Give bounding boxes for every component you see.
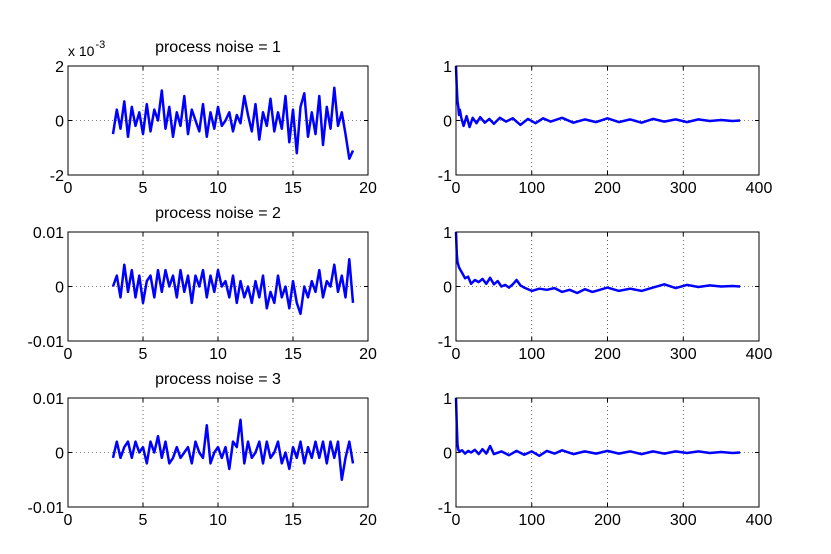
x-tick-label: 400 [746, 180, 773, 197]
x-tick-label: 0 [64, 346, 73, 363]
y-exponent-power: -3 [95, 39, 105, 51]
series-line [111, 418, 355, 482]
x-tick-label: 10 [209, 512, 227, 529]
x-tick-label: 10 [209, 346, 227, 363]
series-line [454, 65, 741, 129]
x-tick-label: 300 [670, 512, 697, 529]
x-tick-label: 0 [64, 180, 73, 197]
y-tick-label: 0.01 [33, 225, 64, 242]
y-tick-label: 2 [55, 59, 64, 76]
series-line [454, 397, 741, 458]
y-tick-label: 0 [443, 280, 452, 297]
subplot-title: process noise = 3 [155, 371, 281, 388]
y-tick-label: 0 [443, 114, 452, 131]
x-tick-label: 5 [139, 512, 148, 529]
x-tick-label: 5 [139, 346, 148, 363]
y-tick-label: 1 [443, 225, 452, 242]
y-tick-label: 1 [443, 59, 452, 76]
y-tick-label: 0 [55, 280, 64, 297]
x-tick-label: 15 [284, 346, 302, 363]
x-tick-label: 100 [518, 512, 545, 529]
x-tick-label: 0 [64, 512, 73, 529]
subplot-title: process noise = 2 [155, 205, 281, 222]
x-tick-label: 400 [746, 346, 773, 363]
x-tick-label: 5 [139, 180, 148, 197]
x-tick-label: 200 [594, 346, 621, 363]
x-tick-label: 200 [594, 512, 621, 529]
x-tick-label: 20 [359, 346, 377, 363]
y-tick-label: -2 [50, 168, 64, 185]
series-line [111, 86, 355, 160]
x-tick-label: 0 [452, 180, 461, 197]
x-tick-label: 100 [518, 346, 545, 363]
y-tick-label: -0.01 [28, 500, 65, 517]
x-tick-label: 0 [452, 346, 461, 363]
series-line [111, 258, 355, 316]
y-tick-label: -1 [438, 500, 452, 517]
x-tick-label: 15 [284, 180, 302, 197]
x-tick-label: 100 [518, 180, 545, 197]
y-tick-label: 1 [443, 391, 452, 408]
x-tick-label: 20 [359, 512, 377, 529]
y-tick-label: 0 [55, 114, 64, 131]
x-tick-label: 0 [452, 512, 461, 529]
x-tick-label: 15 [284, 512, 302, 529]
x-tick-label: 400 [746, 512, 773, 529]
x-tick-label: 200 [594, 180, 621, 197]
y-tick-label: 0 [55, 446, 64, 463]
series-line [454, 231, 741, 295]
x-tick-label: 300 [670, 180, 697, 197]
subplot-title: process noise = 1 [155, 39, 281, 56]
x-tick-label: 10 [209, 180, 227, 197]
x-tick-label: 20 [359, 180, 377, 197]
y-tick-label: -0.01 [28, 334, 65, 351]
y-tick-label: -1 [438, 334, 452, 351]
x-tick-label: 300 [670, 346, 697, 363]
y-tick-label: -1 [438, 168, 452, 185]
y-tick-label: 0.01 [33, 391, 64, 408]
y-tick-label: 0 [443, 446, 452, 463]
y-exponent-base: x 10 [68, 43, 95, 59]
